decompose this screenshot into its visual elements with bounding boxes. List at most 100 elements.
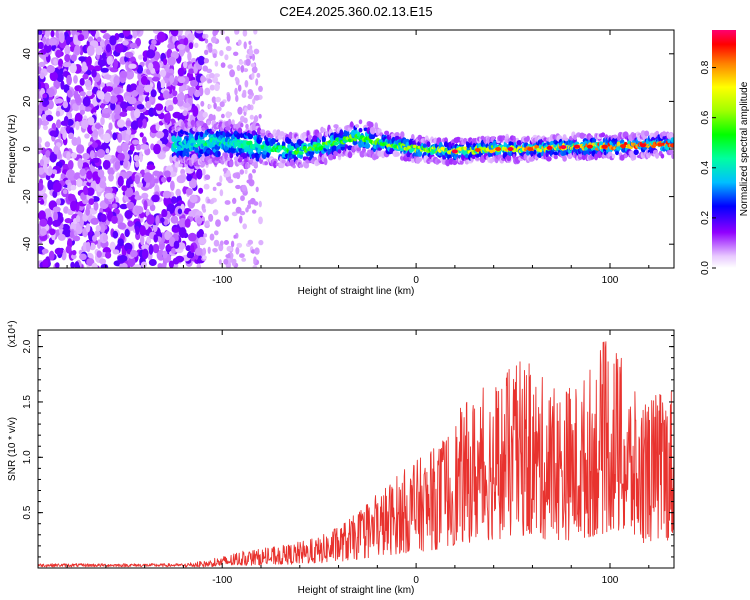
heatmap-cell: [145, 100, 151, 109]
heatmap-cell: [48, 38, 58, 46]
heatmap-cell: [171, 227, 180, 233]
heatmap-cell: [331, 145, 337, 152]
heatmap-cell: [249, 114, 254, 120]
heatmap-cell: [370, 134, 376, 140]
heatmap-cell: [377, 128, 382, 134]
heatmap-cell: [176, 92, 185, 102]
heatmap-cell: [321, 128, 326, 133]
heatmap-cell: [206, 73, 210, 79]
heatmap-cell: [48, 165, 53, 175]
heatmap-cell: [242, 30, 248, 37]
heatmap-cell: [253, 161, 258, 168]
heatmap-cell: [143, 84, 153, 93]
heatmap-cell: [60, 173, 65, 180]
heatmap-cell: [209, 72, 215, 79]
heatmap-cell: [146, 214, 155, 225]
heatmap-cell: [661, 131, 667, 136]
colorbar-tick-label: 0.2: [700, 211, 711, 225]
heatmap-cell: [105, 86, 113, 92]
heatmap-cell: [188, 42, 194, 50]
heatmap-cell: [237, 39, 242, 46]
heatmap-cell: [133, 108, 141, 119]
heatmap-cell: [56, 119, 62, 129]
heatmap-cell: [76, 144, 85, 154]
heatmap-cell: [168, 260, 174, 268]
heatmap-cell: [91, 262, 98, 268]
heatmap-cell: [130, 109, 135, 119]
heatmap-cell: [247, 164, 251, 168]
heatmap-cell: [253, 115, 259, 123]
heatmap-cell: [148, 244, 154, 255]
heatmap-cell: [247, 200, 252, 205]
heatmap-cell: [125, 105, 135, 111]
heatmap-cell: [38, 182, 44, 191]
heatmap-cell: [124, 229, 130, 238]
heatmap-cell: [77, 158, 84, 170]
heatmap-x-tick-label: 100: [602, 275, 619, 286]
heatmap-cell: [204, 87, 211, 96]
heatmap-cell: [130, 120, 139, 130]
heatmap-cell: [103, 132, 111, 144]
heatmap-cell: [67, 160, 74, 170]
heatmap-cell: [174, 161, 180, 168]
heatmap-cell: [198, 237, 207, 245]
heatmap-cell: [258, 200, 262, 208]
heatmap-cell: [253, 94, 260, 101]
heatmap-cell: [109, 95, 118, 104]
heatmap-cell: [93, 201, 99, 211]
heatmap-cell: [100, 213, 107, 223]
heatmap-cell: [65, 245, 72, 254]
heatmap-cell: [118, 43, 123, 49]
heatmap-cell: [55, 49, 62, 59]
heatmap-cell: [143, 172, 153, 183]
heatmap-cell: [214, 230, 219, 236]
heatmap-cell: [39, 159, 45, 167]
colorbar: 0.0 0.2 0.4 0.6 0.8 Normalized spectral ampl…: [700, 30, 750, 275]
heatmap-cell: [247, 103, 252, 111]
heatmap-y-ticks: -40 -20 0 20 40: [22, 48, 674, 251]
heatmap-cell: [62, 62, 72, 68]
heatmap-cell: [188, 178, 197, 189]
heatmap-cell: [167, 104, 174, 112]
heatmap-cell: [100, 116, 105, 126]
heatmap-cell: [156, 80, 161, 91]
heatmap-cell: [303, 162, 310, 169]
heatmap-cell: [131, 139, 140, 145]
heatmap-cell: [76, 136, 82, 148]
heatmap-cell: [71, 254, 77, 260]
heatmap-cell: [112, 249, 120, 255]
heatmap-cell: [104, 192, 114, 200]
heatmap-cell: [119, 262, 128, 268]
heatmap-cell: [225, 254, 231, 259]
heatmap-cell: [196, 123, 200, 127]
heatmap-cell: [247, 133, 254, 140]
heatmap-cell: [45, 149, 51, 158]
heatmap-cell: [217, 151, 221, 157]
heatmap-cell: [659, 150, 663, 155]
heatmap-cell: [233, 234, 237, 239]
heatmap-cell: [53, 145, 59, 155]
heatmap-cell: [202, 65, 208, 72]
heatmap-cell: [171, 247, 177, 254]
heatmap-cell: [459, 159, 464, 165]
heatmap-cell: [507, 147, 514, 151]
heatmap-cell: [71, 152, 77, 159]
heatmap-x-tick-label: -100: [212, 275, 232, 286]
colorbar-tick-label: 0.4: [700, 160, 711, 174]
heatmap-cell: [200, 100, 205, 107]
heatmap-cell: [128, 63, 137, 69]
heatmap-cell: [202, 255, 207, 260]
heatmap-cell: [188, 232, 197, 242]
heatmap-cell: [208, 214, 212, 222]
heatmap-cell: [613, 134, 618, 139]
heatmap-cell: [86, 241, 91, 253]
heatmap-cell: [104, 93, 111, 103]
heatmap-cell: [187, 33, 195, 42]
heatmap-cell: [140, 235, 145, 246]
heatmap-cell: [183, 61, 188, 69]
heatmap-cell: [213, 239, 220, 247]
heatmap-cell: [155, 215, 160, 226]
heatmap-cell: [270, 137, 276, 145]
heatmap-cell: [130, 90, 139, 97]
heatmap-cell: [348, 151, 352, 159]
